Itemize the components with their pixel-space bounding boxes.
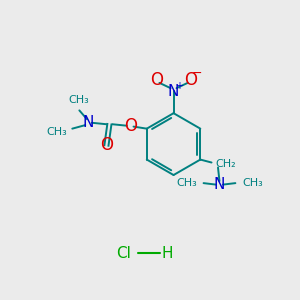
Text: CH₃: CH₃ xyxy=(46,127,67,136)
Text: H: H xyxy=(162,246,173,261)
Text: O: O xyxy=(150,71,163,89)
Text: N: N xyxy=(214,177,225,192)
Text: O: O xyxy=(100,136,113,154)
Text: CH₃: CH₃ xyxy=(242,178,263,188)
Text: CH₃: CH₃ xyxy=(68,95,89,105)
Text: O: O xyxy=(124,117,137,135)
Text: O: O xyxy=(184,71,197,89)
Text: CH₂: CH₂ xyxy=(215,159,236,169)
Text: CH₃: CH₃ xyxy=(176,178,197,188)
Text: N: N xyxy=(82,115,94,130)
Text: −: − xyxy=(192,67,202,80)
Text: N: N xyxy=(168,84,179,99)
Text: Cl: Cl xyxy=(116,246,131,261)
Text: +: + xyxy=(175,81,183,91)
